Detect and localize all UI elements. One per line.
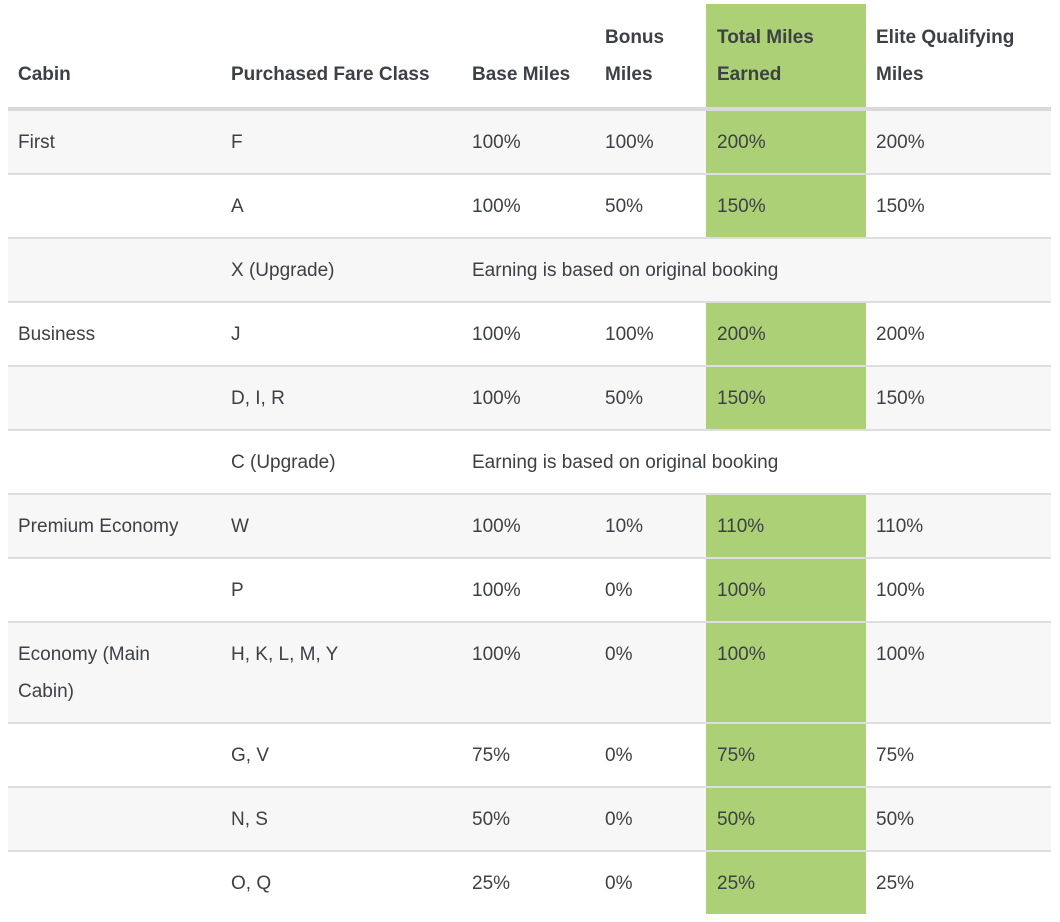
cell-cabin bbox=[8, 430, 221, 495]
cell-fare-class: F bbox=[221, 109, 462, 175]
cell-cabin bbox=[8, 238, 221, 303]
cell-base-miles: 100% bbox=[462, 494, 595, 559]
table-row-first-f: First F 100% 100% 200% 200% bbox=[8, 109, 1051, 175]
cell-fare-class: A bbox=[221, 174, 462, 239]
cell-fare-class: G, V bbox=[221, 723, 462, 788]
cell-bonus-miles: 0% bbox=[595, 787, 706, 852]
cell-cabin bbox=[8, 787, 221, 852]
cell-cabin: Premium Economy bbox=[8, 494, 221, 559]
cell-total-miles-earned: 200% bbox=[706, 109, 866, 175]
cell-fare-class: P bbox=[221, 558, 462, 623]
cell-total-miles-earned: 150% bbox=[706, 366, 866, 431]
cell-cabin bbox=[8, 174, 221, 239]
cell-upgrade-note: Earning is based on original booking bbox=[462, 238, 1051, 303]
cell-total-miles-earned: 200% bbox=[706, 302, 866, 367]
table-row-first-a: A 100% 50% 150% 150% bbox=[8, 174, 1051, 239]
cell-bonus-miles: 10% bbox=[595, 494, 706, 559]
cell-cabin: Economy (Main Cabin) bbox=[8, 622, 221, 724]
cell-base-miles: 100% bbox=[462, 366, 595, 431]
cell-elite-qualifying-miles: 25% bbox=[876, 873, 915, 894]
cell-total-miles-earned: 25% bbox=[706, 851, 866, 914]
cell-fare-class: X (Upgrade) bbox=[221, 238, 462, 303]
cell-base-miles: 50% bbox=[462, 787, 595, 852]
cell-fare-class: W bbox=[221, 494, 462, 559]
table-row-business-j: Business J 100% 100% 200% 200% bbox=[8, 302, 1051, 367]
cell-upgrade-note: Earning is based on original booking bbox=[462, 430, 1051, 495]
table-row-economy-oq: O, Q 25% 0% 25% 25% bbox=[8, 851, 1051, 914]
cell-base-miles: 100% bbox=[462, 109, 595, 175]
cell-bonus-miles: 0% bbox=[595, 622, 706, 724]
cell-cabin: First bbox=[8, 109, 221, 175]
cell-bonus-miles: 0% bbox=[605, 873, 633, 894]
cell-fare-class: O, Q bbox=[231, 873, 272, 894]
cell-base-miles: 100% bbox=[462, 558, 595, 623]
table-row-business-dir: D, I, R 100% 50% 150% 150% bbox=[8, 366, 1051, 431]
cell-cabin bbox=[8, 723, 221, 788]
table-row-economy-gv: G, V 75% 0% 75% 75% bbox=[8, 723, 1051, 788]
cell-fare-class: N, S bbox=[221, 787, 462, 852]
cell-bonus-miles: 0% bbox=[595, 723, 706, 788]
cell-elite-qualifying-miles: 100% bbox=[866, 622, 1051, 724]
column-header-purchased-fare-class: Purchased Fare Class bbox=[221, 4, 462, 111]
cell-elite-qualifying-miles: 110% bbox=[866, 494, 1051, 559]
cell-elite-qualifying-miles: 75% bbox=[866, 723, 1051, 788]
cell-elite-qualifying-miles: 150% bbox=[866, 366, 1051, 431]
cell-elite-qualifying-miles: 200% bbox=[866, 109, 1051, 175]
table-row-premium-economy-p: P 100% 0% 100% 100% bbox=[8, 558, 1051, 623]
table-row-first-x-upgrade: X (Upgrade) Earning is based on original… bbox=[8, 238, 1051, 303]
table-row-business-c-upgrade: C (Upgrade) Earning is based on original… bbox=[8, 430, 1051, 495]
cell-elite-qualifying-miles: 200% bbox=[866, 302, 1051, 367]
header-row: Cabin Purchased Fare Class Base Miles Bo… bbox=[8, 4, 1051, 111]
column-header-base-miles: Base Miles bbox=[462, 4, 595, 111]
cell-fare-class: J bbox=[221, 302, 462, 367]
cell-total-miles-earned: 100% bbox=[706, 622, 866, 724]
cell-cabin bbox=[8, 851, 221, 914]
cell-base-miles: 100% bbox=[462, 302, 595, 367]
cell-bonus-miles: 50% bbox=[595, 366, 706, 431]
cell-total-miles-earned: 75% bbox=[706, 723, 866, 788]
cell-base-miles: 75% bbox=[462, 723, 595, 788]
cell-fare-class: H, K, L, M, Y bbox=[221, 622, 462, 724]
cell-total-miles-earned: 50% bbox=[706, 787, 866, 852]
cell-cabin: Business bbox=[8, 302, 221, 367]
cell-cabin bbox=[8, 366, 221, 431]
cell-bonus-miles: 100% bbox=[595, 302, 706, 367]
table-row-economy-hklmy: Economy (Main Cabin) H, K, L, M, Y 100% … bbox=[8, 622, 1051, 724]
cell-base-miles: 100% bbox=[462, 622, 595, 724]
mileage-earning-table: Cabin Purchased Fare Class Base Miles Bo… bbox=[8, 4, 1051, 914]
column-header-bonus-miles: Bonus Miles bbox=[595, 4, 706, 111]
column-header-cabin: Cabin bbox=[8, 4, 221, 111]
cell-cabin bbox=[8, 558, 221, 623]
table-row-economy-ns: N, S 50% 0% 50% 50% bbox=[8, 787, 1051, 852]
cell-bonus-miles: 100% bbox=[595, 109, 706, 175]
table-row-premium-economy-w: Premium Economy W 100% 10% 110% 110% bbox=[8, 494, 1051, 559]
cell-elite-qualifying-miles: 100% bbox=[866, 558, 1051, 623]
cell-elite-qualifying-miles: 150% bbox=[866, 174, 1051, 239]
cell-total-miles-earned: 100% bbox=[706, 558, 866, 623]
column-header-elite-qualifying-miles: Elite Qualifying Miles bbox=[866, 4, 1051, 111]
column-header-total-miles-earned: Total Miles Earned bbox=[706, 4, 866, 111]
cell-total-miles-earned: 110% bbox=[706, 494, 866, 559]
cell-bonus-miles: 0% bbox=[595, 558, 706, 623]
cell-bonus-miles: 50% bbox=[595, 174, 706, 239]
cell-base-miles: 25% bbox=[472, 873, 511, 894]
cell-base-miles: 100% bbox=[462, 174, 595, 239]
cell-total-miles-earned: 150% bbox=[706, 174, 866, 239]
cell-fare-class: C (Upgrade) bbox=[221, 430, 462, 495]
cell-fare-class: D, I, R bbox=[221, 366, 462, 431]
cell-elite-qualifying-miles: 50% bbox=[866, 787, 1051, 852]
